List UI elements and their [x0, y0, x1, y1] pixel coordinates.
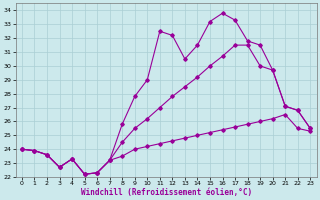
X-axis label: Windchill (Refroidissement éolien,°C): Windchill (Refroidissement éolien,°C) — [81, 188, 252, 197]
